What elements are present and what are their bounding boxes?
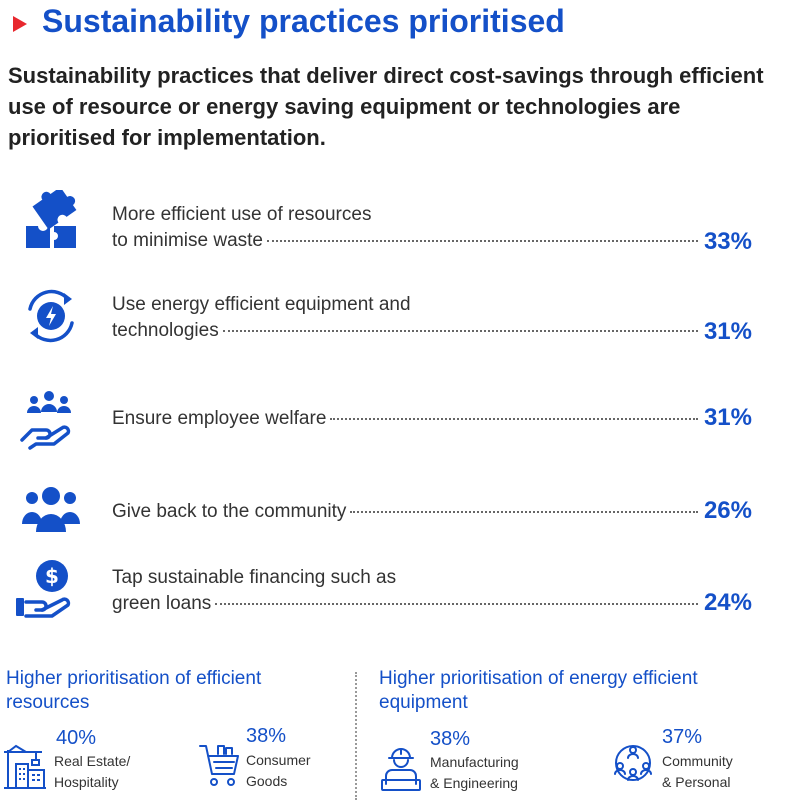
energy-equipment-heading: Higher prioritisation of energy efficien…: [379, 668, 698, 713]
hand-people-icon: [20, 391, 71, 450]
practice-row-5-value: 24%: [703, 589, 752, 616]
section-divider: [355, 672, 357, 800]
practice-row-5-line2: green loans: [112, 593, 212, 614]
real-estate-label: Real Estate/ Hospitality: [54, 751, 130, 793]
manufacturing-label-line1: Manufacturing: [430, 754, 519, 770]
real-estate-value: 40%: [56, 727, 97, 749]
leader-dots: [350, 511, 698, 513]
community-personal-label-line1: Community: [662, 753, 733, 769]
consumer-goods-value: 38%: [246, 725, 287, 747]
consumer-goods-label: Consumer Goods: [246, 750, 311, 792]
real-estate-label-line1: Real Estate/: [54, 753, 131, 769]
practice-row-3-value: 31%: [703, 404, 752, 431]
leader-dots: [267, 240, 698, 242]
manufacturing-label-line2: & Engineering: [430, 775, 518, 791]
community-group-icon: [22, 487, 80, 532]
community-personal-value: 37%: [662, 726, 703, 748]
hand-coin-icon: $: [16, 560, 71, 618]
community-personal-label-line2: & Personal: [662, 774, 731, 790]
practice-row-2-line1: Use energy efficient equipment and: [112, 294, 411, 315]
practice-row-5-label: Tap sustainable financing such as green …: [112, 565, 702, 617]
practice-row-4-value: 26%: [703, 497, 752, 524]
efficient-resources-heading: Higher prioritisation of efficient resou…: [6, 668, 262, 713]
practice-row-2-label: Use energy efficient equipment and techn…: [112, 292, 702, 344]
practice-row-4-label: Give back to the community: [112, 499, 702, 525]
real-estate-label-line2: Hospitality: [54, 774, 119, 790]
people-network-icon: [614, 745, 652, 781]
manufacturing-label: Manufacturing & Engineering: [430, 752, 519, 794]
energy-cycle-icon: [28, 289, 74, 343]
practice-row-1-value: 33%: [703, 228, 752, 255]
practice-row-2-value: 31%: [703, 318, 752, 345]
engineer-icon: [381, 748, 421, 791]
leader-dots: [222, 330, 698, 332]
manufacturing-value: 38%: [430, 728, 471, 750]
community-personal-label: Community & Personal: [662, 751, 733, 793]
leader-dots: [330, 418, 698, 420]
practice-row-5-line1: Tap sustainable financing such as: [112, 567, 397, 588]
building-crane-icon: [4, 744, 46, 789]
practice-row-1-line1: More efficient use of resources: [112, 204, 372, 225]
page-subtitle: Sustainability practices that deliver di…: [8, 63, 764, 150]
practice-row-1-label: More efficient use of resources to minim…: [112, 202, 702, 254]
page-title: Sustainability practices prioritised: [42, 3, 565, 39]
practice-row-4-line2: Give back to the community: [112, 501, 347, 522]
shopping-cart-icon: [199, 745, 239, 786]
practice-row-3-line2: Ensure employee welfare: [112, 408, 327, 429]
puzzle-icon: [26, 190, 77, 248]
consumer-goods-label-line2: Goods: [246, 773, 288, 789]
practice-row-1-line2: to minimise waste: [112, 230, 263, 251]
title-marker-icon: [13, 16, 27, 32]
consumer-goods-label-line1: Consumer: [246, 752, 311, 768]
svg-text:$: $: [45, 564, 59, 588]
leader-dots: [215, 603, 698, 605]
practice-row-2-line2: technologies: [112, 320, 219, 341]
practice-row-3-label: Ensure employee welfare: [112, 406, 702, 432]
